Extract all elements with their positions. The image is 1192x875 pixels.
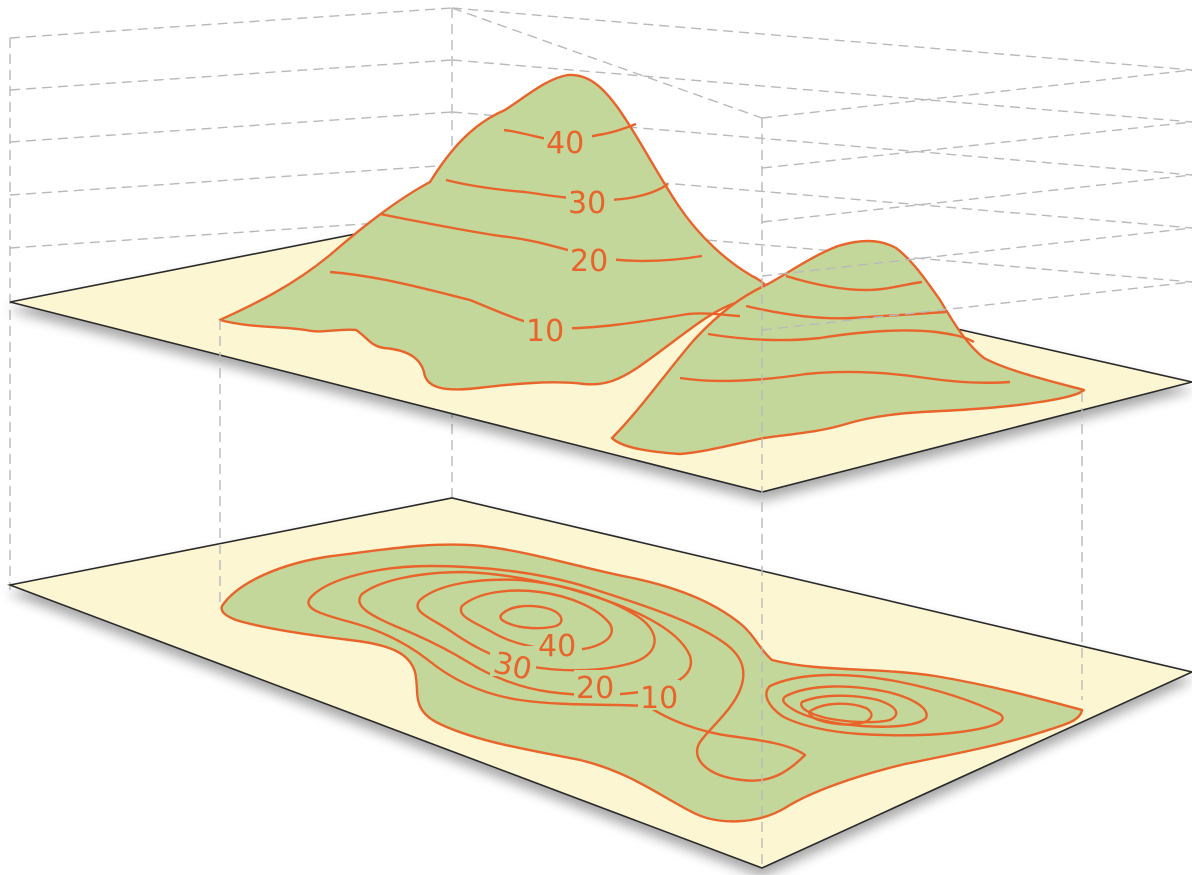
terrain-label-30-bg: [566, 184, 614, 218]
terrain-contour-a-30: [445, 178, 669, 202]
terrain-contour-b3: [707, 329, 975, 344]
map-label-30-bg: [490, 646, 536, 676]
terrain-label-30: 30: [568, 186, 606, 221]
map-contour-40: [459, 589, 613, 652]
terrain-model-plane: 40 30 20 10: [9, 73, 1192, 493]
contour-map-plane: 40 30 20 10: [7, 497, 1192, 869]
map-label-20-bg: [574, 670, 620, 700]
map-contour-b4: [808, 702, 873, 726]
terrain-label-10: 10: [526, 314, 564, 349]
map-label-40: 40: [538, 629, 576, 664]
map-label-30: 30: [490, 646, 535, 688]
map-contour-summit-a: [499, 604, 563, 630]
terrain-labels: 40 30 20 10: [524, 124, 616, 349]
map-contour-10: [307, 564, 807, 782]
terrain-mountains: [218, 73, 1086, 456]
map-label-40-bg: [536, 630, 582, 660]
map-labels: 40 30 20 10: [490, 629, 680, 716]
map-contour-b2: [782, 685, 928, 728]
map-label-10-bg: [638, 680, 680, 710]
terrain-contour-b1: [785, 274, 923, 292]
terrain-contour-b4: [679, 370, 1011, 384]
map-label-20: 20: [576, 671, 614, 706]
terrain-label-10-bg: [524, 312, 572, 346]
terrain-label-40: 40: [546, 126, 584, 161]
terrain-mountain-b: [610, 239, 1086, 456]
terrain-contour-b2: [745, 304, 947, 320]
terrain-contour-a-20: [379, 212, 703, 262]
map-contour-b1: [765, 673, 1004, 737]
terrain-label-20: 20: [570, 244, 608, 279]
terrain-label-40-bg: [544, 124, 592, 158]
map-label-10: 10: [640, 681, 678, 716]
terrain-label-20-bg: [568, 242, 616, 276]
map-contour-b3: [800, 694, 898, 724]
map-contour-30: [416, 578, 656, 672]
guide-box-front: [219, 7, 1192, 868]
